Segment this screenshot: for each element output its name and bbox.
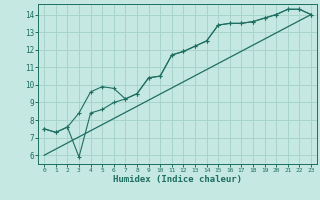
X-axis label: Humidex (Indice chaleur): Humidex (Indice chaleur) (113, 175, 242, 184)
